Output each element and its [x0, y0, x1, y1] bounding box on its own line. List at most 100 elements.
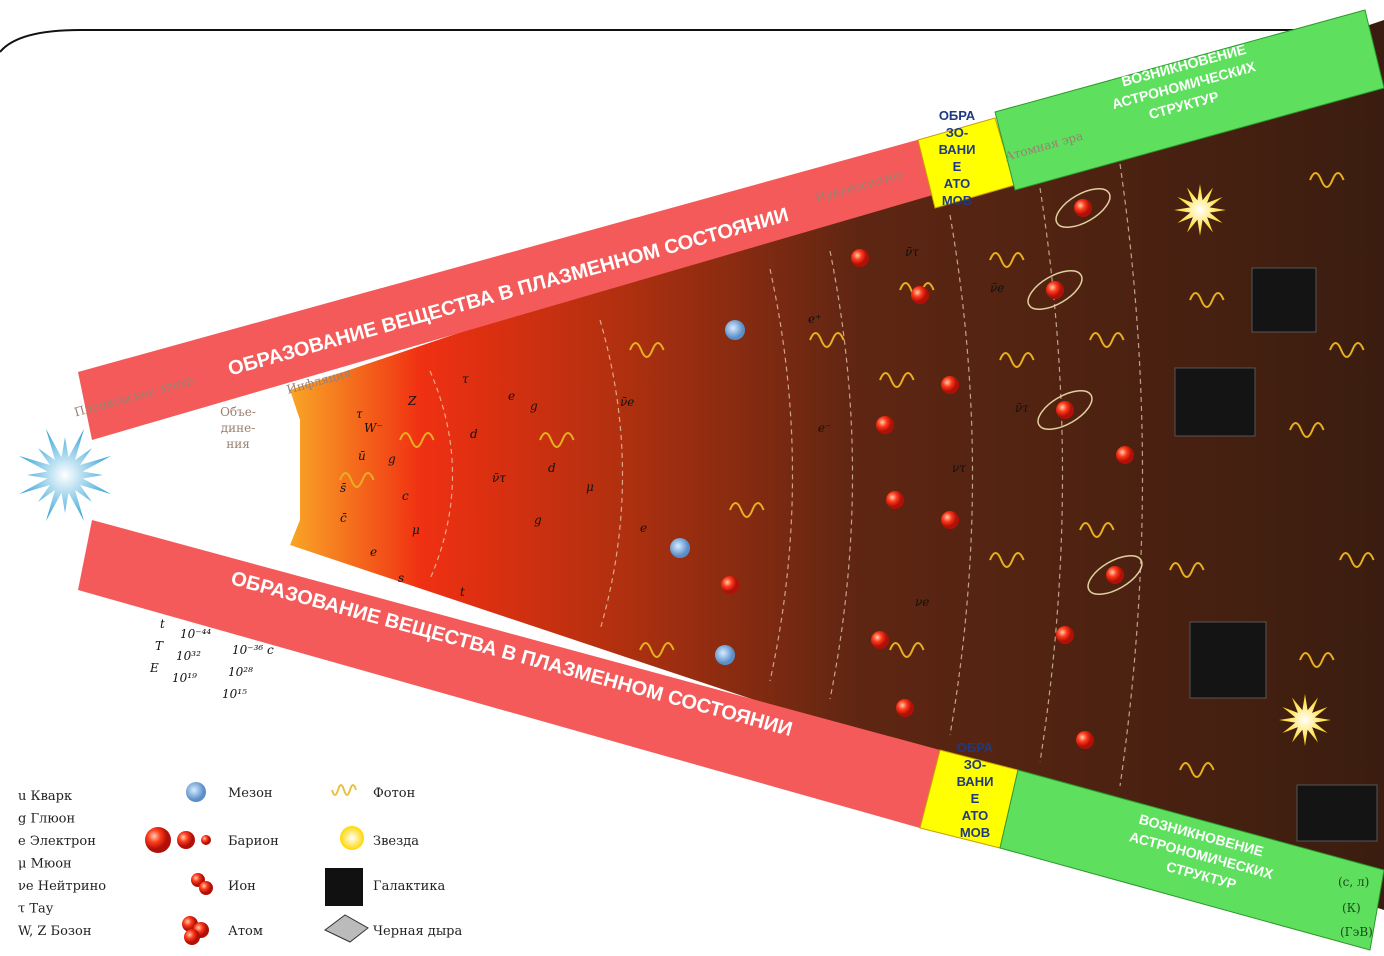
formation-text: АТО — [962, 808, 988, 823]
photon — [539, 432, 575, 448]
formation-text: ЗО- — [946, 125, 968, 140]
baryon — [941, 511, 959, 529]
particle-label: νe — [915, 595, 929, 609]
boundary — [949, 214, 974, 736]
photon — [989, 252, 1025, 268]
cone — [290, 20, 1384, 910]
galaxy-icon — [325, 868, 363, 906]
boundary — [829, 250, 854, 700]
photon — [1189, 292, 1225, 308]
legend-particle: νe Нейтрино — [18, 879, 106, 894]
particles: τW⁻Zū gs̄cc̄μesτdeν̄τgdμegtν̄ee⁺e⁻ν̄τνeν̄… — [18, 172, 1378, 842]
photo — [1251, 267, 1317, 333]
legend-particle: u Кварк — [18, 789, 72, 804]
photon-icon — [331, 784, 357, 796]
legend-object: Фотон — [373, 786, 415, 801]
particle-label: c̄ — [340, 511, 347, 525]
baryon — [1074, 199, 1092, 217]
meson — [725, 320, 745, 340]
boundary — [1039, 187, 1064, 763]
baryon — [1106, 566, 1124, 584]
formation-text: Е — [971, 791, 980, 806]
particle-label: s — [398, 571, 404, 585]
photon — [1299, 652, 1335, 668]
white-gap — [92, 390, 300, 545]
scale-value: 10²⁸ — [228, 665, 253, 679]
formation-text: ОБРА — [957, 740, 994, 755]
scale-label: t — [160, 617, 165, 631]
bottom-green-band — [999, 769, 1384, 951]
photon — [729, 502, 765, 518]
legend-object: Атом — [228, 924, 263, 939]
formation-text: Е — [953, 159, 962, 174]
scale-value: 10¹⁹ — [172, 671, 197, 685]
photo — [1174, 367, 1256, 437]
formation-text: ОБРА — [939, 108, 976, 123]
legend-object: Барион — [228, 834, 279, 849]
particle-label: e — [508, 389, 515, 403]
top-green-band — [994, 9, 1384, 191]
photon — [399, 432, 435, 448]
blackhole-icon — [324, 914, 369, 943]
particle-label: ν̄τ — [492, 471, 506, 485]
particle-label: s̄ — [340, 481, 347, 495]
formation-text: МОВ — [942, 193, 972, 208]
orbit — [1037, 389, 1093, 431]
legend-object: Черная дыра — [373, 924, 462, 939]
legend-particle: g Глюон — [18, 812, 75, 827]
legend-object: Ион — [228, 879, 256, 894]
photo — [1296, 784, 1378, 842]
photon — [879, 372, 915, 388]
legend-particle: e Электрон — [18, 834, 96, 849]
boundary — [429, 370, 454, 580]
unit-label: (ГэВ) — [1340, 925, 1373, 939]
photon — [639, 642, 675, 658]
orbit — [1087, 554, 1143, 596]
baryon — [721, 576, 739, 594]
baryon-icon — [145, 827, 171, 853]
legend-object: Звезда — [373, 834, 419, 849]
top-red-band — [78, 135, 950, 440]
photon — [989, 552, 1025, 568]
particle-label: g — [534, 513, 542, 527]
formation-text: ВАНИ — [957, 774, 994, 789]
boundary — [769, 268, 794, 682]
baryon — [851, 249, 869, 267]
baryon-icon — [177, 831, 195, 849]
atom-icon — [184, 929, 200, 945]
photon — [1329, 342, 1365, 358]
unit-label: (с, л) — [1338, 875, 1369, 889]
star-icon — [340, 826, 364, 850]
baryon-icon — [201, 835, 211, 845]
meson — [670, 538, 690, 558]
particle-label: ū — [358, 449, 366, 463]
baryon — [1056, 401, 1074, 419]
scale-label: E — [149, 661, 159, 675]
baryon — [911, 286, 929, 304]
scale-value: 10⁻³⁶ с — [232, 643, 274, 657]
photon — [809, 332, 845, 348]
era-boundaries — [429, 163, 1144, 787]
star — [1279, 694, 1331, 746]
particle-label: d — [470, 427, 478, 441]
meson-icon — [186, 782, 206, 802]
legend-particle: W, Z Бозон — [18, 924, 91, 939]
particle-label: t — [460, 585, 465, 599]
baryon — [1076, 731, 1094, 749]
particle-label: τ — [356, 407, 363, 421]
legend-particle: μ Мюон — [18, 857, 72, 872]
particle-label: ν̄τ — [905, 245, 919, 259]
photon — [1089, 332, 1125, 348]
baryon — [1046, 281, 1064, 299]
photon — [1179, 762, 1215, 778]
particle-label: Z — [407, 394, 417, 408]
bottom-red-band — [78, 520, 940, 828]
meson — [715, 645, 735, 665]
scale-value: 10³² — [176, 649, 201, 663]
formation-text: АТО — [944, 176, 970, 191]
boundary — [599, 319, 624, 631]
particle-label: W⁻ — [364, 421, 383, 435]
baryon — [896, 699, 914, 717]
orbit — [1027, 269, 1083, 311]
